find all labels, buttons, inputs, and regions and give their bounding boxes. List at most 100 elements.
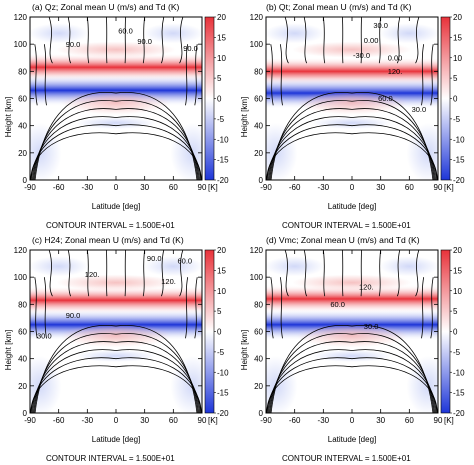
panel-c-cbar-label-7: -10 — [217, 368, 229, 377]
panel-c-wind-contour-5 — [30, 357, 202, 413]
panel-a-ytick-label-5: 80 — [18, 67, 27, 76]
panel-b-td-mid-warm — [297, 90, 407, 115]
panel-b-upper-contour-8 — [415, 17, 420, 64]
panel-a-upper-contour-1 — [48, 17, 53, 64]
panel-c-upper-contour-2 — [67, 250, 71, 297]
panel-a-cbar-label-8: -15 — [217, 156, 229, 165]
panel-c-cbar-label-2: 15 — [217, 266, 226, 275]
panel-b-title: (b) Qt; Zonal mean U (m/s) and Td (K) — [266, 2, 412, 12]
panel-d-ytick-label-6: 100 — [250, 273, 264, 282]
panel-b-contour-label-3: -30.0 — [353, 51, 370, 60]
panel-a-xtick-label-6: 60 — [169, 183, 178, 192]
panel-d-edge-contour-3 — [421, 277, 425, 339]
panel-b-td-low-right — [406, 122, 438, 180]
panel-a-wind-contour-1 — [34, 92, 198, 180]
panel-a-wind-contour-3 — [32, 108, 200, 180]
panel-c-field: 90.0 60.0 120. 120. 90.0 30.0 — [30, 250, 202, 413]
panel-a-edge-contour-3 — [185, 44, 189, 106]
panel-c-upper-contour-3 — [86, 250, 90, 297]
panel-c-upper-contour-6 — [142, 250, 146, 297]
panel-c-cbar-label-4: 5 — [217, 307, 222, 316]
panel-d-ytick-label-5: 80 — [254, 300, 263, 309]
panel-a-upper-contour-6 — [142, 17, 146, 64]
panel-a-contour-label-1: 90.0 — [66, 40, 81, 49]
panel-c-td-low-left — [30, 355, 62, 413]
panel-c-upper-contour-7 — [161, 250, 165, 297]
panel-a-ytick-label-4: 60 — [18, 95, 27, 104]
panel-b-ytick-label-4: 60 — [254, 95, 263, 104]
panel-a-contour-label-4: 90.0 — [183, 44, 198, 53]
panel-c-xtick-label-7: 90 — [198, 416, 207, 425]
panel-a-xtick-label-2: -60 — [53, 183, 65, 192]
panel-b-wind-contour-1 — [270, 92, 434, 180]
panel-b-edge-contour-1 — [270, 44, 274, 106]
panel-b-xtick-label-5: 30 — [376, 183, 385, 192]
panel-a-contour-label-2: 90.0 — [137, 37, 152, 46]
panel-a-cbar-label-1: 20 — [217, 13, 226, 22]
panel-c-ytick-label-3: 40 — [18, 355, 27, 364]
panel-a-cbar-label-4: 5 — [217, 74, 222, 83]
panel-d-cbar-label-6: -5 — [453, 348, 461, 357]
panel-c-ytick-label-4: 60 — [18, 328, 27, 337]
panel-b-upper-contour-1 — [284, 17, 289, 64]
panel-a-cbar-label-2: 15 — [217, 33, 226, 42]
panel-a-edge-contour-4 — [194, 44, 198, 106]
panel-b-edge-contour-3 — [421, 44, 425, 106]
panel-d-xtick-label-6: 60 — [405, 416, 414, 425]
panel-a-ytick-label-6: 100 — [14, 40, 28, 49]
panel-b-ytick-label-6: 100 — [250, 40, 264, 49]
panel-b-wind-contour-6 — [266, 132, 438, 180]
panel-d-cbar-label-8: -15 — [453, 389, 465, 398]
panel-c-contour-label-3: 120. — [85, 270, 100, 279]
panel-c-cbar-unit: [K] — [208, 416, 218, 425]
panel-a-xtick-label-1: -90 — [24, 183, 36, 192]
panel-a-upper-contour-2 — [67, 17, 71, 64]
panel-c-xtick-label-6: 60 — [169, 416, 178, 425]
panel-d-wind-contour-6 — [266, 365, 438, 413]
panel-c-cbar-label-3: 10 — [217, 287, 226, 296]
panel-c-cbar-label-6: -5 — [217, 348, 225, 357]
panel-a-cbar-label-6: -5 — [217, 115, 225, 124]
panel-c-wind-contour-2 — [33, 333, 199, 413]
panel-a-xtick-label-5: 30 — [140, 183, 149, 192]
panel-c-xtick-label-3: -30 — [82, 416, 94, 425]
panel-c-ytick-label-2: 20 — [18, 382, 27, 391]
panel-d-xtick-label-4: 0 — [350, 416, 355, 425]
panel-a-td-low-mid — [76, 116, 156, 129]
panel-a-edge-contour-1 — [34, 44, 38, 106]
panel-d-colorbar — [440, 249, 451, 414]
panel-d-ytick-label-4: 60 — [254, 328, 263, 337]
panel-b-upper-contour-6 — [378, 17, 382, 64]
panel-a-cbar-unit: [K] — [208, 183, 218, 192]
panel-c-cbar-label-5: 0 — [217, 328, 222, 337]
panel-a-td-mid-warm — [61, 90, 171, 115]
panel-b-contour-label-5: 120. — [388, 67, 403, 76]
panel-b-edge-contour-4 — [430, 44, 434, 106]
panel-d-td-upper-right — [379, 256, 438, 277]
panel-a-contour-label-3: 60.0 — [118, 26, 133, 35]
panel-d-ylabel: Height [km] — [240, 330, 249, 370]
panel-c-xtick-label-1: -90 — [24, 416, 36, 425]
panel-c-cbar-label-1: 20 — [217, 246, 226, 255]
panel-d-td-warm-band — [266, 284, 438, 313]
panel-c-wind-contour-6 — [30, 365, 202, 413]
panel-d-wind-contour-4 — [267, 349, 437, 413]
panel-c-xtick-label-5: 30 — [140, 416, 149, 425]
panel-d-td-mid-warm — [297, 323, 407, 348]
panel-c-td-low-mid — [76, 349, 156, 362]
panel-d-ytick-label-7: 120 — [250, 246, 264, 255]
panel-c-td-upper-left — [30, 256, 89, 277]
panel-d: 120.60.030.0-90 -60 -30 0 30 60 90020406080100… — [240, 235, 465, 463]
panel-a-ytick-label-1: 0 — [23, 176, 28, 185]
panel-c-td-mid-warm — [61, 323, 171, 348]
panel-b-cbar-label-3: 10 — [453, 54, 462, 63]
panel-b-field: 30.0 0.00 -30.0 0.00 120. 60.0 30.0 — [266, 17, 438, 180]
panel-a-cbar-label-7: -10 — [217, 135, 229, 144]
panel-d-xtick-label-7: 90 — [434, 416, 443, 425]
panel-c-contour-interval: CONTOUR INTERVAL = 1.500E+01 — [46, 454, 175, 463]
panel-b-upper-contour-3 — [322, 17, 326, 64]
panel-d-cbar-label-2: 15 — [453, 266, 462, 275]
panel-b-td-upper-left — [266, 23, 325, 44]
